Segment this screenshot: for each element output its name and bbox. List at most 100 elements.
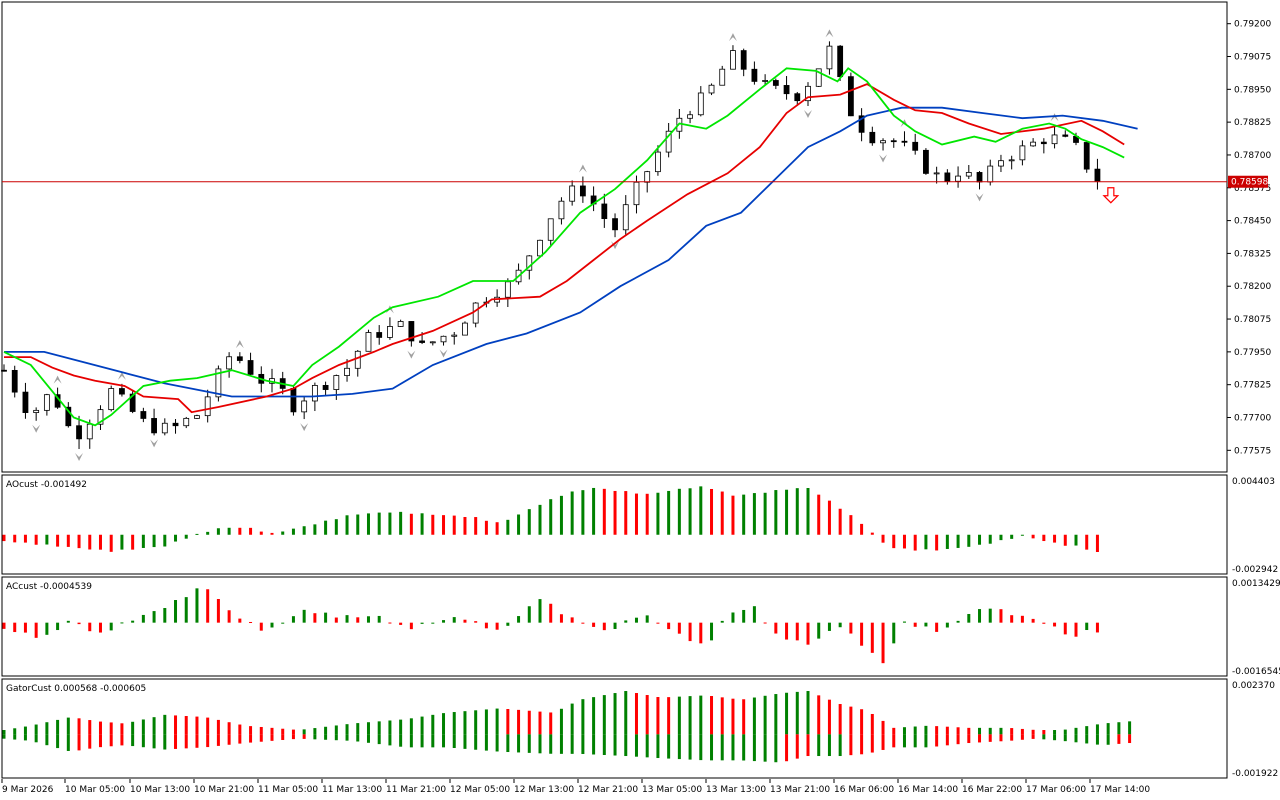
ao-indicator-panel[interactable]: AOcust -0.001492 0.004403 -0.002942 bbox=[1, 474, 1278, 575]
gator-lower-bar bbox=[1010, 734, 1014, 741]
histogram-bar bbox=[667, 490, 671, 535]
histogram-bar bbox=[924, 622, 928, 627]
gator-upper-bar bbox=[495, 708, 499, 735]
histogram-bar bbox=[1063, 534, 1067, 546]
gator-scale-bottom: -0.001922 bbox=[1232, 769, 1278, 779]
histogram-bar bbox=[999, 534, 1003, 541]
histogram-bar bbox=[581, 490, 585, 535]
histogram-bar bbox=[967, 613, 971, 623]
price-tick-label: 0.78200 bbox=[1234, 282, 1271, 292]
gator-upper-bar bbox=[334, 725, 338, 735]
ao-scale-top: 0.004403 bbox=[1232, 477, 1275, 487]
bull-candle bbox=[622, 204, 629, 231]
bull-candle bbox=[1030, 141, 1037, 147]
gator-lower-bar bbox=[452, 734, 456, 749]
gator-upper-bar bbox=[431, 714, 435, 735]
histogram-bar bbox=[720, 620, 724, 623]
gator-upper-bar bbox=[1128, 721, 1132, 735]
histogram-bar bbox=[592, 622, 596, 627]
price-tick-label: 0.79200 bbox=[1234, 20, 1271, 30]
fractal-down-icon bbox=[879, 154, 888, 163]
histogram-bar bbox=[302, 526, 306, 535]
gator-upper-bar bbox=[388, 720, 392, 735]
gator-histogram bbox=[2, 691, 1132, 763]
histogram-bar bbox=[495, 622, 499, 630]
bear-candle bbox=[869, 131, 876, 144]
histogram-bar bbox=[109, 622, 113, 631]
gator-upper-bar bbox=[452, 712, 456, 735]
gator-lower-bar bbox=[291, 734, 295, 740]
histogram-bar bbox=[806, 622, 810, 645]
gator-lower-bar bbox=[56, 734, 60, 749]
gator-lower-bar bbox=[495, 734, 499, 752]
gator-scale-top: 0.002370 bbox=[1232, 681, 1275, 691]
histogram-bar bbox=[634, 617, 638, 623]
bull-candle bbox=[333, 375, 340, 390]
gator-lower-bar bbox=[184, 734, 188, 749]
gator-lower-bar bbox=[1095, 734, 1099, 745]
gator-upper-bar bbox=[163, 714, 167, 735]
gator-lower-bar bbox=[624, 734, 628, 757]
histogram-bar bbox=[442, 515, 446, 535]
histogram-bar bbox=[774, 622, 778, 634]
gator-upper-bar bbox=[174, 715, 178, 735]
bear-candle bbox=[901, 140, 908, 143]
histogram-bar bbox=[956, 620, 960, 623]
histogram-bar bbox=[345, 615, 349, 623]
bear-candle bbox=[119, 388, 125, 395]
histogram-bar bbox=[463, 619, 467, 623]
gator-upper-bar bbox=[978, 727, 982, 735]
histogram-bar bbox=[559, 614, 563, 623]
bull-candle bbox=[194, 415, 200, 419]
histogram-bar bbox=[399, 622, 403, 625]
gator-upper-bar bbox=[624, 691, 628, 735]
histogram-bar bbox=[1031, 618, 1035, 623]
time-tick-label: 13 Mar 13:00 bbox=[706, 785, 766, 795]
gator-indicator-panel[interactable]: GatorCust 0.000568 -0.000605 0.002370 -0… bbox=[1, 678, 1278, 779]
bear-candle bbox=[11, 369, 18, 393]
gator-upper-bar bbox=[592, 697, 596, 735]
bear-candle bbox=[140, 411, 147, 419]
histogram-bar bbox=[120, 534, 124, 550]
ao-title: AOcust -0.001492 bbox=[6, 480, 87, 490]
bull-candle bbox=[344, 367, 350, 376]
histogram-bar bbox=[795, 488, 799, 535]
histogram-bar bbox=[667, 622, 671, 630]
histogram-bar bbox=[559, 495, 563, 535]
gator-lower-bar bbox=[613, 734, 617, 756]
histogram-bar bbox=[1095, 622, 1099, 633]
bull-candle bbox=[687, 114, 693, 119]
bear-candle bbox=[236, 356, 243, 361]
gator-lower-bar bbox=[45, 734, 49, 746]
bull-candle bbox=[826, 45, 833, 70]
price-tick-label: 0.77950 bbox=[1234, 348, 1271, 358]
histogram-bar bbox=[517, 616, 521, 623]
gator-lower-bar bbox=[420, 734, 424, 748]
histogram-bar bbox=[184, 597, 188, 623]
gator-lower-bar bbox=[570, 734, 574, 754]
histogram-bar bbox=[870, 532, 874, 535]
fractal-down-icon bbox=[75, 453, 84, 462]
histogram-bar bbox=[409, 622, 413, 630]
histogram-bar bbox=[227, 610, 231, 623]
histogram-bar bbox=[1020, 615, 1024, 623]
gator-upper-bar bbox=[785, 692, 789, 735]
gator-lower-bar bbox=[206, 734, 210, 748]
fractal-up-icon bbox=[117, 371, 126, 380]
gator-lower-bar bbox=[259, 734, 263, 742]
histogram-bar bbox=[688, 622, 692, 642]
price-panel[interactable]: 0.79200 0.79075 0.78950 0.78825 0.78700 0.785… bbox=[1, 1, 1272, 473]
histogram-bar bbox=[827, 622, 831, 631]
histogram-bar bbox=[281, 531, 285, 535]
fractal-down-icon bbox=[150, 439, 159, 448]
ac-indicator-panel[interactable]: ACcust -0.0004539 0.0013429 -0.0016545 bbox=[1, 576, 1280, 677]
histogram-bar bbox=[538, 599, 542, 623]
histogram-bar bbox=[795, 622, 799, 641]
price-tick-label: 0.79075 bbox=[1234, 53, 1271, 63]
histogram-bar bbox=[677, 622, 681, 634]
price-tick-label: 0.78950 bbox=[1234, 85, 1271, 95]
time-tick-label: 12 Mar 05:00 bbox=[450, 785, 510, 795]
bull-candle bbox=[43, 394, 50, 411]
ac-panel-frame bbox=[1, 576, 1228, 677]
